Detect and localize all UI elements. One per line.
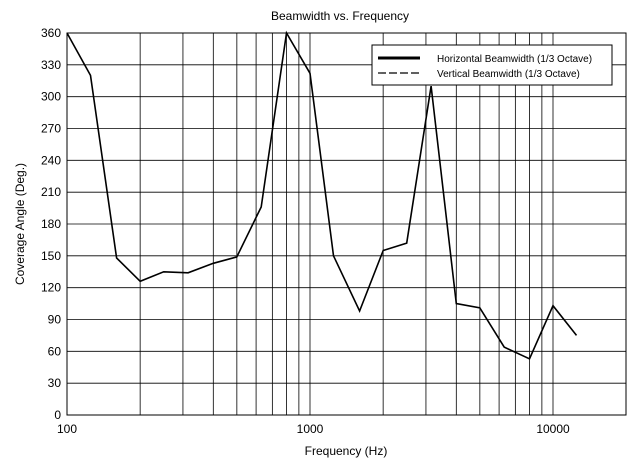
legend-label-vertical: Vertical Beamwidth (1/3 Octave) (437, 69, 580, 80)
y-axis-label: Coverage Angle (Deg.) (13, 163, 27, 285)
y-tick-label: 360 (41, 26, 61, 40)
y-tick-label: 240 (41, 153, 61, 167)
y-tick-label: 120 (41, 281, 61, 295)
y-tick-label: 300 (41, 90, 61, 104)
y-tick-label: 150 (41, 249, 61, 263)
chart-title: Beamwidth vs. Frequency (271, 9, 409, 23)
legend-label-horizontal: Horizontal Beamwidth (1/3 Octave) (437, 54, 592, 65)
y-tick-label: 90 (48, 313, 62, 327)
legend: Horizontal Beamwidth (1/3 Octave) Vertic… (371, 44, 613, 86)
y-tick-label: 30 (48, 376, 62, 390)
tick-labels: 0 30 60 90 120 150 180 210 240 270 300 330 360 100 100… (41, 26, 570, 436)
y-tick-label: 0 (54, 408, 61, 422)
series-lines (66, 30, 578, 360)
y-tick-label: 210 (41, 185, 61, 199)
x-tick-label: 1000 (297, 422, 324, 436)
legend-box (371, 44, 613, 86)
grid-lines (67, 33, 626, 415)
y-tick-label: 60 (48, 344, 62, 358)
x-axis-label: Frequency (Hz) (305, 444, 388, 458)
x-tick-label: 100 (57, 422, 77, 436)
x-tick-label: 10000 (536, 422, 570, 436)
y-tick-label: 180 (41, 217, 61, 231)
y-tick-label: 270 (41, 122, 61, 136)
series-line-0 (66, 30, 578, 360)
y-tick-label: 330 (41, 58, 61, 72)
